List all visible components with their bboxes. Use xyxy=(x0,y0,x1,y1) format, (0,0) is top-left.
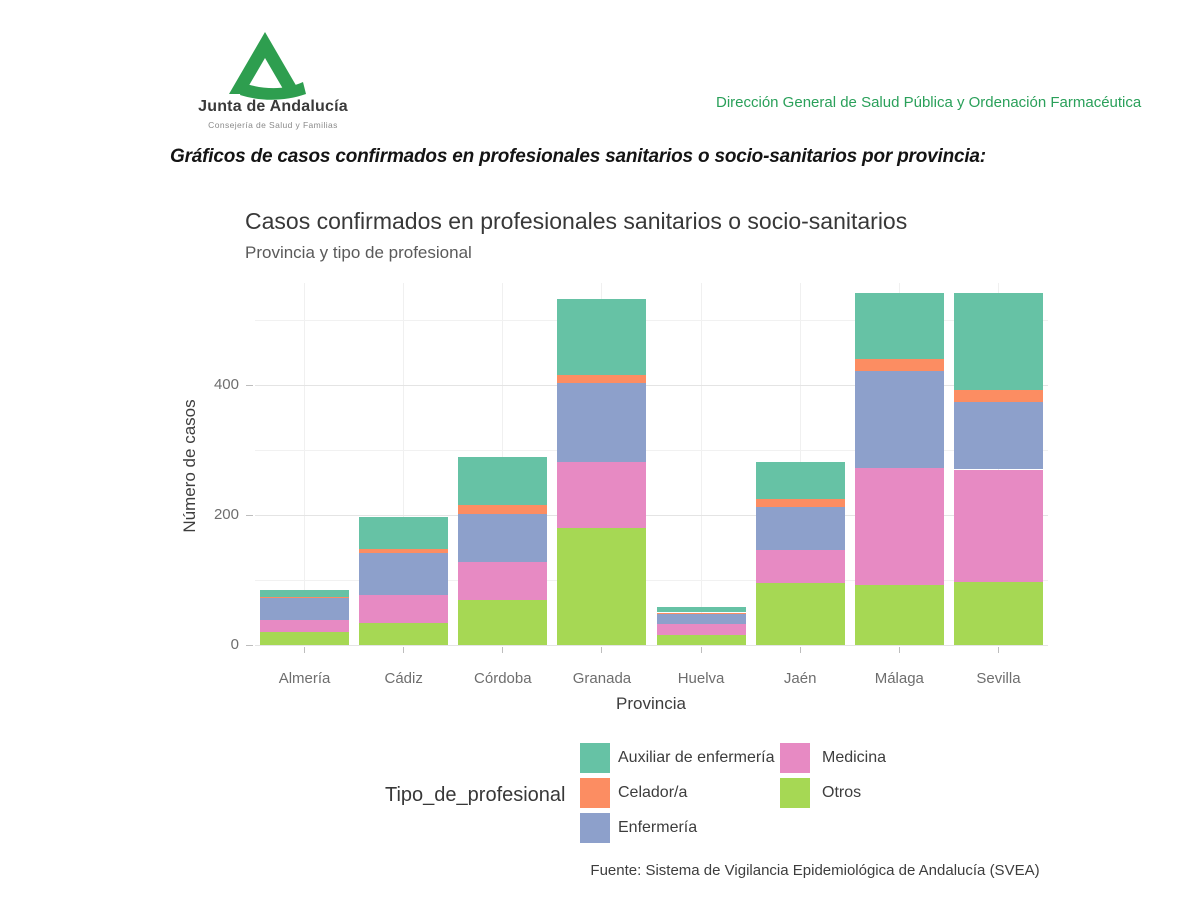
bar-Huelva-Medicina xyxy=(656,623,746,636)
gridline-minor xyxy=(255,580,1048,581)
x-tick-label: Granada xyxy=(572,670,632,687)
bar-Cádiz-Medicina xyxy=(359,594,449,623)
x-tick-mark xyxy=(700,647,702,653)
bar-Granada-Celador/a xyxy=(557,375,647,384)
bar-Sevilla-Medicina xyxy=(953,469,1043,582)
bar-Córdoba-Medicina xyxy=(458,561,548,601)
bar-Málaga-Celador/a xyxy=(854,359,944,371)
gridline-major xyxy=(255,515,1048,516)
legend-swatch-Medicina xyxy=(780,743,810,773)
bar-Málaga-Otros xyxy=(854,585,944,645)
bar-Málaga-Medicina xyxy=(854,468,944,586)
bar-Granada-Medicina xyxy=(557,462,647,528)
bar-Málaga-Auxiliar de enfermería xyxy=(854,293,944,359)
bar-Granada-Auxiliar de enfermería xyxy=(557,298,647,376)
x-tick-mark xyxy=(898,647,900,653)
y-tick-mark xyxy=(246,384,253,386)
legend-label-Celador/a: Celador/a xyxy=(618,784,688,801)
bar-Cádiz-Otros xyxy=(359,622,449,645)
bar-Granada-Enfermería xyxy=(557,383,647,463)
bar-Sevilla-Enfermería xyxy=(953,401,1043,470)
x-axis-title: Provincia xyxy=(616,694,686,713)
bar-Sevilla-Auxiliar de enfermería xyxy=(953,293,1043,391)
x-tick-label: Cádiz xyxy=(384,670,423,687)
legend-label-Enfermería: Enfermería xyxy=(618,819,698,836)
bar-Jaén-Medicina xyxy=(755,550,845,583)
x-tick-mark xyxy=(799,647,801,653)
gridline-vertical xyxy=(304,283,306,645)
x-tick-mark xyxy=(601,647,603,653)
gridline-major xyxy=(255,645,1048,646)
y-tick-mark xyxy=(246,514,253,516)
bar-Huelva-Enfermería xyxy=(656,613,746,624)
legend-swatch-Enfermería xyxy=(580,813,610,843)
y-tick-label: 0 xyxy=(230,636,239,653)
bar-Almería-Auxiliar de enfermería xyxy=(260,590,350,597)
bar-Jaén-Enfermería xyxy=(755,506,845,551)
x-tick-mark xyxy=(304,647,306,653)
gridline-minor xyxy=(255,450,1048,451)
junta-logo-icon xyxy=(229,32,306,100)
x-tick-label: Sevilla xyxy=(976,670,1021,687)
x-tick-mark xyxy=(502,647,504,653)
bar-Cádiz-Auxiliar de enfermería xyxy=(359,516,449,550)
bar-Jaén-Auxiliar de enfermería xyxy=(755,461,845,500)
gridline-minor xyxy=(255,320,1048,321)
legend-label-Auxiliar de enfermería: Auxiliar de enfermería xyxy=(618,749,775,766)
bar-Almería-Celador/a xyxy=(260,596,350,599)
bar-Sevilla-Otros xyxy=(953,581,1043,645)
bar-Huelva-Otros xyxy=(656,635,746,645)
y-tick-label: 400 xyxy=(213,376,239,393)
logo-org-name: Junta de Andalucía xyxy=(198,98,348,115)
chart-subtitle: Provincia y tipo de profesional xyxy=(245,243,472,262)
junta-logo: Junta de Andalucía Consejería de Salud y… xyxy=(183,28,363,138)
gridline-major xyxy=(255,385,1048,386)
bar-Málaga-Enfermería xyxy=(854,370,944,469)
legend-title: Tipo_de_profesional xyxy=(385,784,566,806)
gridline-vertical xyxy=(403,283,405,645)
bar-Córdoba-Enfermería xyxy=(458,513,548,562)
x-tick-label: Huelva xyxy=(677,670,725,687)
legend-swatch-Celador/a xyxy=(580,778,610,808)
legend-label-Otros: Otros xyxy=(822,784,862,801)
legend-swatch-Otros xyxy=(780,778,810,808)
y-tick-mark xyxy=(246,644,253,646)
bar-Córdoba-Celador/a xyxy=(458,505,548,514)
chart-title: Casos confirmados en profesionales sanit… xyxy=(245,208,908,234)
bar-Huelva-Celador/a xyxy=(656,612,746,614)
y-tick-label: 200 xyxy=(213,506,239,523)
direction-header: Dirección General de Salud Pública y Ord… xyxy=(716,94,1142,111)
bar-Jaén-Otros xyxy=(755,582,845,645)
gridline-vertical xyxy=(700,283,702,645)
chart-source: Fuente: Sistema de Vigilancia Epidemioló… xyxy=(590,862,1040,879)
x-tick-mark xyxy=(403,647,405,653)
bar-Sevilla-Celador/a xyxy=(953,390,1043,402)
x-tick-label: Córdoba xyxy=(474,670,532,687)
bar-Almería-Medicina xyxy=(260,620,350,632)
bar-Huelva-Auxiliar de enfermería xyxy=(656,606,746,613)
x-tick-label: Málaga xyxy=(874,670,924,687)
bar-Cádiz-Celador/a xyxy=(359,549,449,553)
x-tick-label: Jaén xyxy=(783,670,817,687)
bar-Jaén-Celador/a xyxy=(755,499,845,507)
logo-dept-name: Consejería de Salud y Familias xyxy=(208,120,338,130)
bar-Córdoba-Auxiliar de enfermería xyxy=(458,457,548,506)
x-tick-mark xyxy=(997,647,999,653)
legend-label-Medicina: Medicina xyxy=(822,749,887,766)
bar-Córdoba-Otros xyxy=(458,600,548,645)
bar-Cádiz-Enfermería xyxy=(359,552,449,595)
page-heading: Gráficos de casos confirmados en profesi… xyxy=(170,146,986,167)
bar-Granada-Otros xyxy=(557,528,647,645)
bar-Almería-Enfermería xyxy=(260,598,350,621)
legend-swatch-Auxiliar de enfermería xyxy=(580,743,610,773)
bar-Almería-Otros xyxy=(260,632,350,645)
x-tick-label: Almería xyxy=(278,670,331,687)
